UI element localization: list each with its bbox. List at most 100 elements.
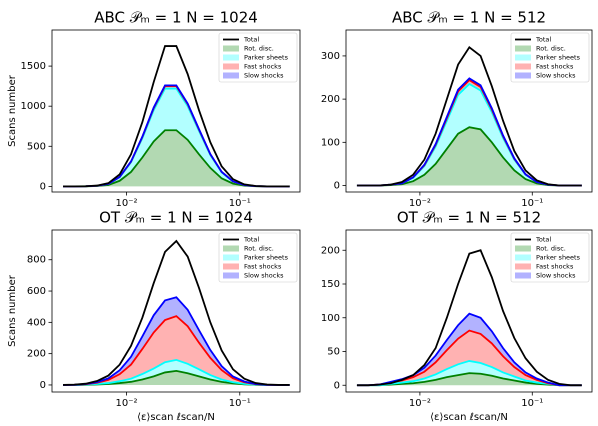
line	[356, 312, 582, 387]
y-tick-label: 600	[27, 286, 46, 297]
area	[356, 373, 582, 386]
x-tick-label: 10⁻²	[115, 198, 137, 209]
y-tick-label: 50	[327, 347, 340, 358]
x-axis-label: ⟨ε⟩scan ℓscan/N	[137, 412, 215, 423]
y-tick-label: 1000	[21, 101, 46, 112]
area	[63, 88, 290, 187]
y-tick-label: 400	[27, 317, 46, 328]
legend-label: Slow shocks	[536, 72, 576, 80]
x-tick-label: 10⁻²	[409, 398, 431, 409]
area	[356, 84, 582, 186]
y-tick-label: 0	[40, 181, 46, 192]
legend-swatch	[515, 272, 531, 279]
legend-box	[510, 232, 590, 283]
legend-swatch	[223, 45, 239, 52]
legend-swatch	[223, 245, 239, 252]
plot-area	[356, 249, 582, 387]
area	[63, 297, 290, 385]
legend-label: Rot. disc.	[536, 245, 566, 253]
legend-swatch	[223, 272, 239, 279]
y-tick-label: 0	[40, 380, 46, 391]
legend-swatch	[515, 245, 531, 252]
legend-swatch	[515, 54, 531, 61]
plot-area	[63, 239, 290, 386]
area	[63, 370, 290, 385]
legend-swatch	[515, 63, 531, 70]
legend-label: Parker sheets	[536, 254, 581, 262]
area	[356, 330, 582, 386]
axes-frame	[51, 229, 301, 393]
subplot: 0 200 400 600 800 10⁻² 10⁻¹ OT 𝒫ₘ = 1 N = 1024 S…	[7, 209, 301, 423]
chart-title: OT 𝒫ₘ = 1 N = 1024	[99, 209, 253, 227]
area	[356, 127, 582, 186]
legend-label: Fast shocks	[536, 263, 574, 271]
chart-title: ABC 𝒫ₘ = 1 N = 512	[392, 9, 546, 27]
legend-label: Slow shocks	[244, 272, 284, 280]
legend-label: Parker sheets	[244, 254, 289, 262]
legend-swatch	[223, 63, 239, 70]
subplot: 0 50 100 150 200 10⁻² 10⁻¹ OT 𝒫ₘ = 1 N = 512 ⟨ε⟩…	[321, 209, 593, 423]
line	[63, 45, 290, 188]
legend-swatch	[515, 254, 531, 261]
x-tick-label: 10⁻¹	[229, 398, 251, 409]
line	[356, 249, 582, 387]
chart-title: OT 𝒫ₘ = 1 N = 512	[397, 209, 541, 227]
y-tick-label: 800	[27, 255, 46, 266]
line	[63, 296, 290, 386]
legend-label: Fast shocks	[244, 263, 282, 271]
legend-label: Total	[535, 36, 551, 44]
x-tick-label: 10⁻²	[115, 398, 137, 409]
y-tick-label: 0	[334, 181, 340, 192]
line	[63, 239, 290, 386]
chart-title: ABC 𝒫ₘ = 1 N = 1024	[94, 9, 258, 27]
y-axis-label: Scans number	[7, 74, 18, 147]
legend-label: Slow shocks	[536, 272, 576, 280]
legend-box	[510, 32, 590, 83]
area	[63, 316, 290, 385]
legend-swatch	[515, 263, 531, 270]
y-tick-label: 300	[321, 51, 340, 62]
subplot: 0 100 200 300 10⁻² 10⁻¹ ABC 𝒫ₘ = 1 N = 512 Tota…	[321, 9, 593, 209]
legend-label: Rot. disc.	[536, 45, 566, 53]
legend-label: Parker sheets	[244, 54, 289, 62]
y-tick-label: 200	[27, 349, 46, 360]
x-tick-label: 10⁻¹	[521, 398, 543, 409]
legend-swatch	[223, 263, 239, 270]
plot-area	[63, 45, 290, 188]
legend-swatch	[515, 45, 531, 52]
y-tick-label: 100	[321, 313, 340, 324]
legend-label: Parker sheets	[536, 54, 581, 62]
y-tick-label: 200	[321, 245, 340, 256]
legend-swatch	[223, 72, 239, 79]
legend-label: Rot. disc.	[244, 45, 274, 53]
legend-label: Rot. disc.	[244, 245, 274, 253]
legend-label: Slow shocks	[244, 72, 284, 80]
legend-box	[218, 32, 298, 83]
y-tick-label: 150	[321, 279, 340, 290]
y-tick-label: 200	[321, 94, 340, 105]
y-tick-label: 1500	[21, 61, 46, 72]
x-tick-label: 10⁻¹	[521, 198, 543, 209]
legend-box	[218, 232, 298, 283]
y-tick-label: 100	[321, 137, 340, 148]
line	[356, 360, 582, 387]
y-tick-label: 500	[27, 141, 46, 152]
axes-frame	[51, 29, 301, 193]
legend-label: Fast shocks	[536, 63, 574, 71]
area	[63, 359, 290, 385]
area	[356, 313, 582, 386]
subplot: 0 500 1000 1500 10⁻² 10⁻¹ ABC 𝒫ₘ = 1 N = 1024 S…	[7, 9, 301, 209]
legend-label: Fast shocks	[244, 63, 282, 71]
x-axis-label: ⟨ε⟩scan ℓscan/N	[430, 412, 508, 423]
y-axis-label: Scans number	[7, 274, 18, 347]
y-tick-label: 0	[334, 380, 340, 391]
legend-swatch	[223, 54, 239, 61]
axes-frame	[345, 229, 593, 393]
legend-swatch	[223, 254, 239, 261]
plot-area	[356, 45, 582, 187]
axes-frame	[345, 29, 593, 193]
